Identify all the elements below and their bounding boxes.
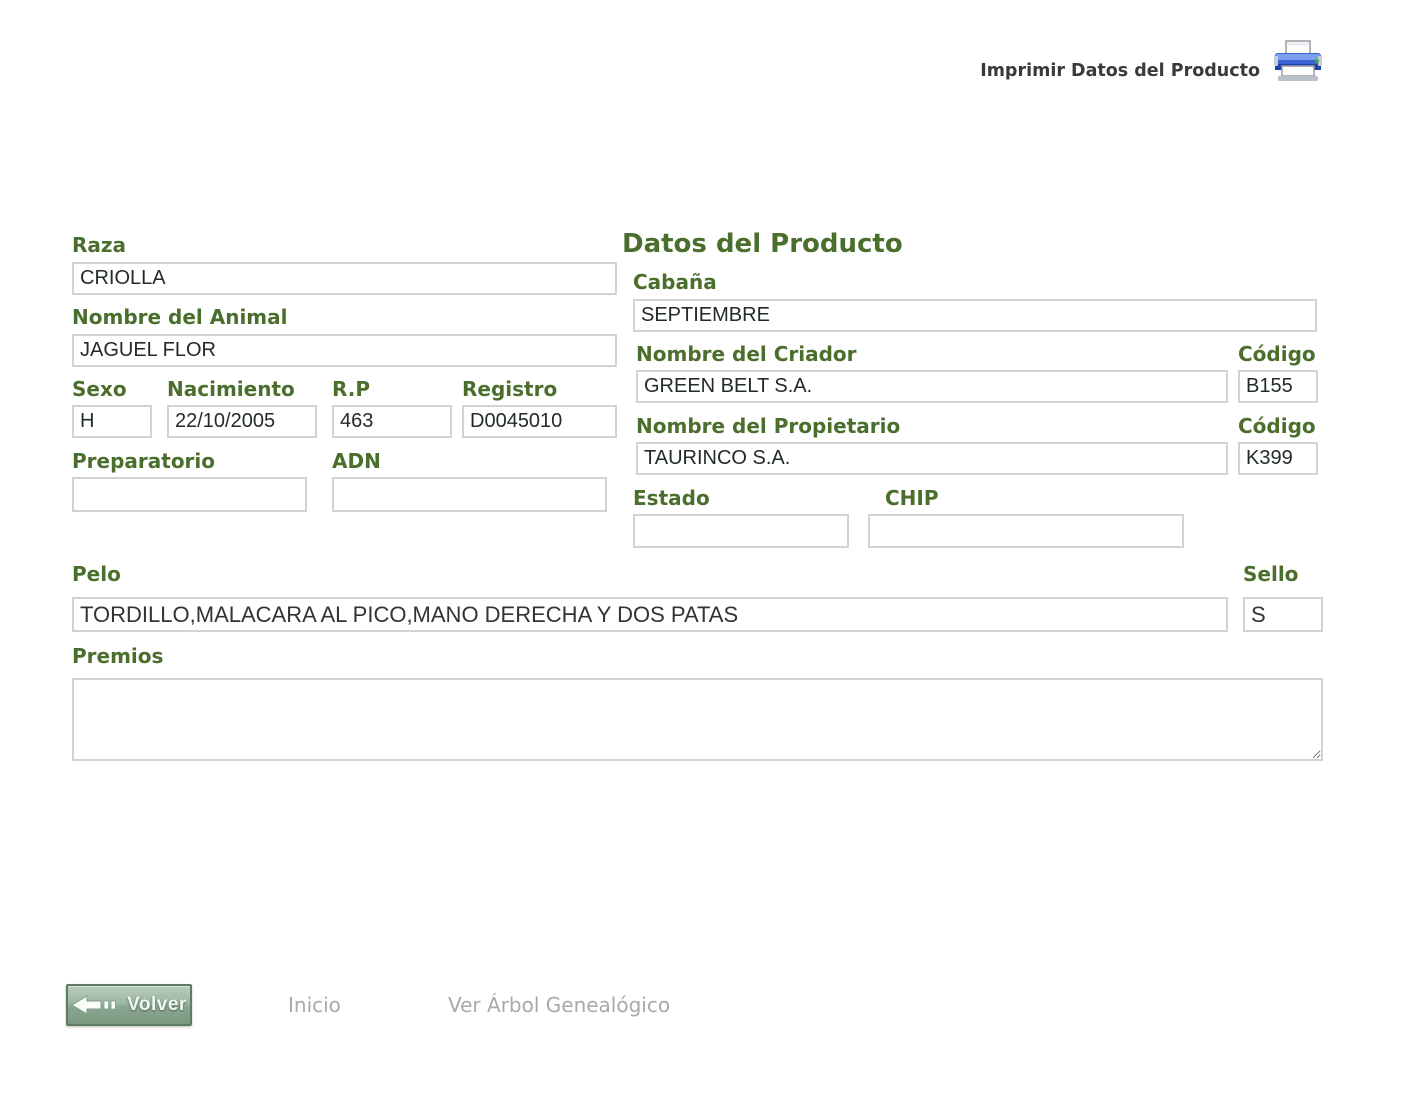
- nombre-animal-input[interactable]: [72, 334, 617, 367]
- registro-label: Registro: [462, 377, 558, 401]
- pelo-input[interactable]: [72, 597, 1228, 632]
- chip-label: CHIP: [885, 486, 939, 510]
- criador-codigo-input[interactable]: [1238, 370, 1318, 403]
- propietario-label: Nombre del Propietario: [636, 414, 901, 438]
- back-arrow-icon: [71, 995, 119, 1015]
- print-product-data-label: Imprimir Datos del Producto: [980, 61, 1260, 81]
- adn-label: ADN: [332, 449, 381, 473]
- sello-label: Sello: [1243, 562, 1299, 586]
- criador-label: Nombre del Criador: [636, 342, 857, 366]
- estado-input[interactable]: [633, 514, 849, 548]
- print-product-data-button[interactable]: Imprimir Datos del Producto: [980, 40, 1322, 84]
- volver-button-label: Volver: [127, 994, 187, 1015]
- criador-input[interactable]: [636, 370, 1228, 403]
- preparatorio-input[interactable]: [72, 477, 307, 512]
- cabana-label: Cabaña: [633, 270, 717, 294]
- estado-label: Estado: [633, 486, 710, 510]
- cabana-input[interactable]: [633, 299, 1317, 332]
- premios-label: Premios: [72, 644, 164, 668]
- nacimiento-input[interactable]: [167, 405, 317, 438]
- volver-button[interactable]: Volver: [66, 984, 192, 1026]
- printer-icon[interactable]: [1274, 40, 1322, 84]
- raza-input[interactable]: [72, 262, 617, 295]
- propietario-input[interactable]: [636, 442, 1228, 475]
- propietario-codigo-input[interactable]: [1238, 442, 1318, 475]
- sexo-input[interactable]: [72, 405, 152, 438]
- raza-label: Raza: [72, 233, 127, 257]
- preparatorio-label: Preparatorio: [72, 449, 216, 473]
- page-title: Datos del Producto: [622, 229, 903, 259]
- propietario-codigo-label: Código: [1238, 414, 1316, 438]
- nacimiento-label: Nacimiento: [167, 377, 295, 401]
- rp-label: R.P: [332, 377, 371, 401]
- chip-input[interactable]: [868, 514, 1184, 548]
- sexo-label: Sexo: [72, 377, 127, 401]
- nombre-animal-label: Nombre del Animal: [72, 305, 288, 329]
- premios-textarea[interactable]: [72, 678, 1323, 761]
- ver-arbol-genealogico-link[interactable]: Ver Árbol Genealógico: [448, 993, 671, 1017]
- adn-input[interactable]: [332, 477, 607, 512]
- pelo-label: Pelo: [72, 562, 121, 586]
- registro-input[interactable]: [462, 405, 617, 438]
- inicio-link[interactable]: Inicio: [288, 993, 341, 1017]
- criador-codigo-label: Código: [1238, 342, 1316, 366]
- rp-input[interactable]: [332, 405, 452, 438]
- sello-input[interactable]: [1243, 597, 1323, 632]
